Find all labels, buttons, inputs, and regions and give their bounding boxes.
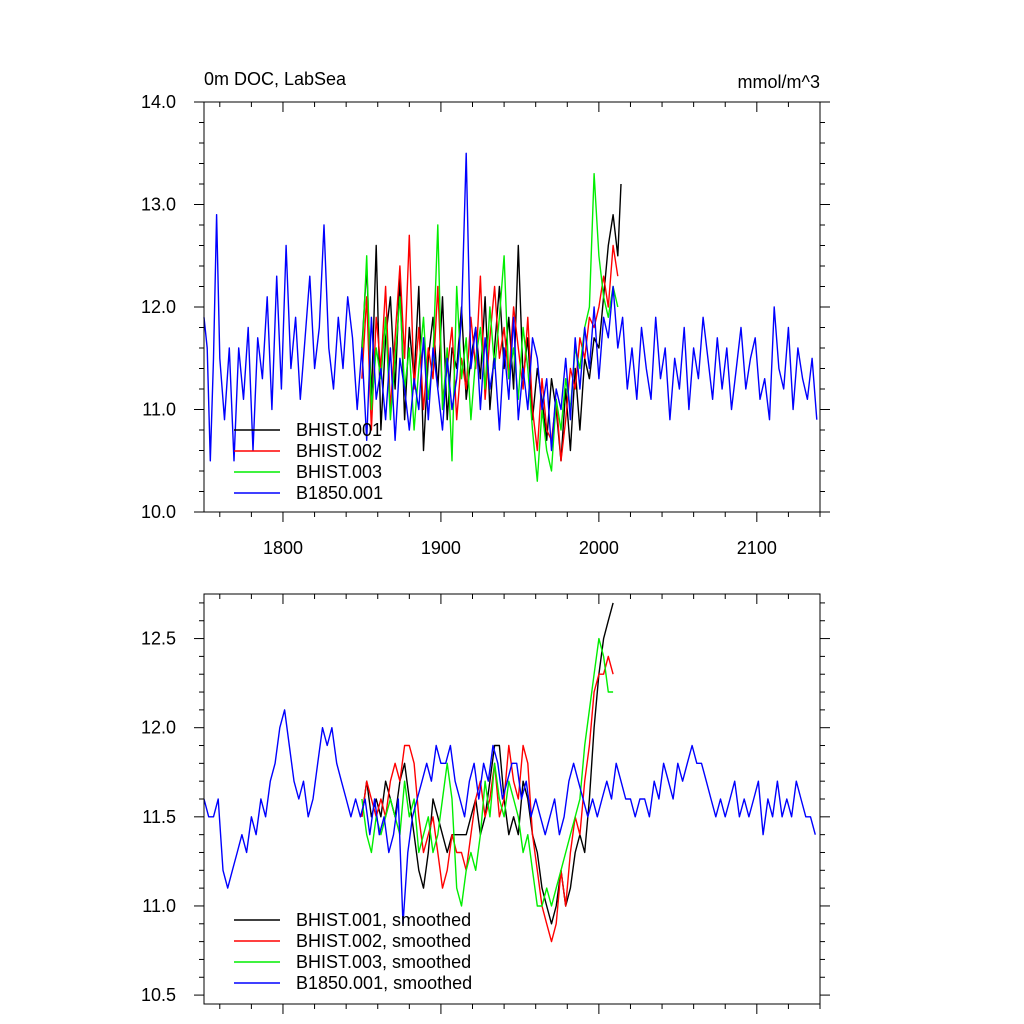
y-tick-label: 12.0 [141, 297, 176, 317]
legend-label-1: BHIST.001, smoothed [296, 910, 471, 930]
y-tick-label: 11.0 [142, 896, 176, 916]
x-tick-label: 2000 [579, 538, 619, 558]
units-label: mmol/m^3 [738, 72, 820, 92]
series-line-2-1 [361, 602, 614, 925]
y-tick-label: 10.0 [141, 502, 176, 522]
legend-label-3: BHIST.003 [296, 462, 382, 482]
series-line-1-4 [203, 152, 818, 462]
y-tick-label: 12.5 [141, 629, 176, 649]
y-tick-label: 10.5 [141, 985, 176, 1005]
series-line-2-4 [203, 709, 816, 925]
legend-label-3: BHIST.003, smoothed [296, 952, 471, 972]
series-line-1-2 [361, 234, 619, 462]
y-tick-label: 12.0 [141, 718, 176, 738]
legend-label-4: B1850.001, smoothed [296, 973, 472, 993]
series-line-1-3 [361, 172, 619, 482]
y-tick-label: 11.0 [142, 400, 176, 420]
legend-label-1: BHIST.001 [296, 420, 382, 440]
x-tick-label: 2100 [737, 538, 777, 558]
series-line-2-3 [361, 637, 614, 907]
legend-label-2: BHIST.002, smoothed [296, 931, 471, 951]
legend-label-2: BHIST.002 [296, 441, 382, 461]
chart-title: 0m DOC, LabSea [204, 69, 347, 89]
legend-label-4: B1850.001 [296, 483, 383, 503]
series-line-2-2 [361, 655, 614, 943]
x-tick-label: 1800 [263, 538, 303, 558]
x-tick-label: 1900 [421, 538, 461, 558]
y-tick-label: 14.0 [141, 92, 176, 112]
series-line-1-1 [361, 183, 622, 462]
y-tick-label: 11.5 [142, 807, 176, 827]
y-tick-label: 13.0 [141, 195, 176, 215]
